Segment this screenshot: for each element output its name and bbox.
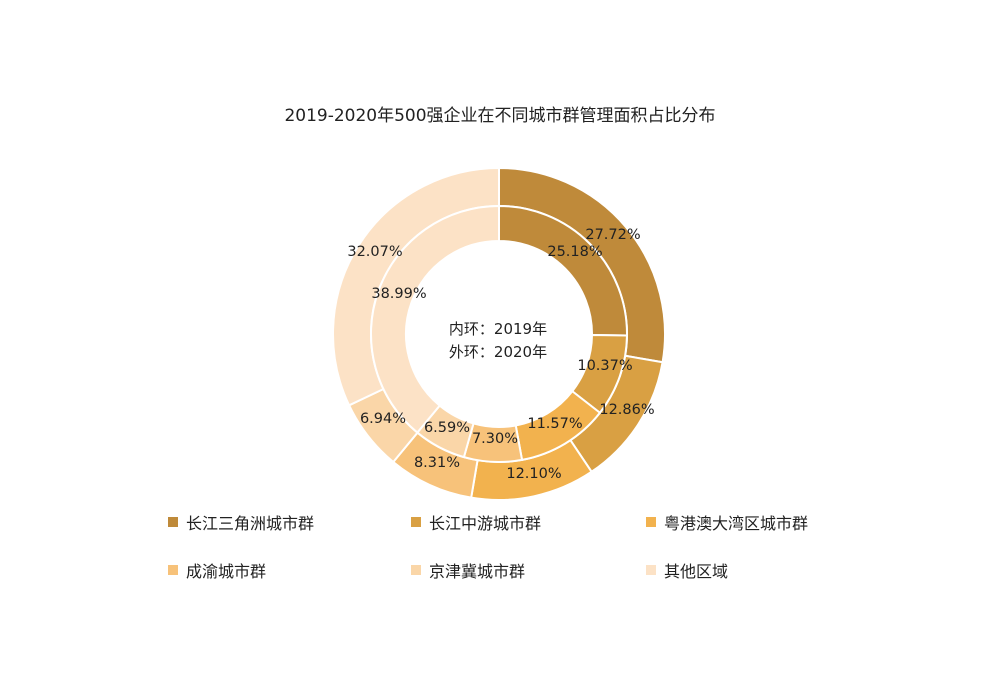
- outer-slice-label-0: 27.72%: [585, 227, 640, 243]
- legend-swatch-0: [168, 517, 178, 527]
- donut-rings: [332, 166, 666, 501]
- outer-slice-label-2: 12.10%: [506, 466, 561, 482]
- inner-slice-label-3: 7.30%: [472, 431, 518, 447]
- inner-slice-label-5: 38.99%: [371, 286, 426, 302]
- chart-title: 2019-2020年500强企业在不同城市群管理面积占比分布: [284, 106, 715, 126]
- inner-slice-label-4: 6.59%: [424, 420, 470, 436]
- legend-label-0: 长江三角洲城市群: [186, 514, 315, 533]
- legend-item-2: 粤港澳大湾区城市群: [646, 510, 808, 534]
- center-label-outer: 外环：2020年: [449, 343, 547, 361]
- legend-item-4: 京津冀城市群: [411, 558, 525, 582]
- legend-swatch-5: [646, 565, 656, 575]
- inner-slice-label-0: 25.18%: [547, 244, 602, 260]
- legend-swatch-1: [411, 517, 421, 527]
- legend-label-1: 长江中游城市群: [429, 514, 542, 533]
- percent-labels: 27.72% 12.86% 12.10% 8.31% 6.94% 32.07% 25.18%…: [347, 227, 654, 482]
- inner-slice-label-2: 11.57%: [527, 416, 582, 432]
- inner-slice-5: [370, 204, 500, 434]
- outer-slice-label-1: 12.86%: [599, 402, 654, 418]
- legend-label-4: 京津冀城市群: [429, 562, 526, 581]
- outer-slice-label-4: 6.94%: [360, 411, 406, 427]
- legend-item-1: 长江中游城市群: [411, 510, 541, 534]
- legend-item-5: 其他区域: [646, 558, 728, 582]
- legend-label-3: 成渝城市群: [186, 562, 267, 581]
- outer-slice-label-3: 8.31%: [414, 455, 460, 471]
- legend-label-2: 粤港澳大湾区城市群: [664, 514, 809, 533]
- legend-item-0: 长江三角洲城市群: [168, 510, 314, 534]
- legend-label-5: 其他区域: [664, 562, 729, 581]
- inner-slice-label-1: 10.37%: [577, 358, 632, 374]
- outer-slice-label-5: 32.07%: [347, 244, 402, 260]
- center-label-inner: 内环：2019年: [449, 320, 547, 338]
- legend-swatch-3: [168, 565, 178, 575]
- legend-swatch-4: [411, 565, 421, 575]
- legend-item-3: 成渝城市群: [168, 558, 266, 582]
- legend-swatch-2: [646, 517, 656, 527]
